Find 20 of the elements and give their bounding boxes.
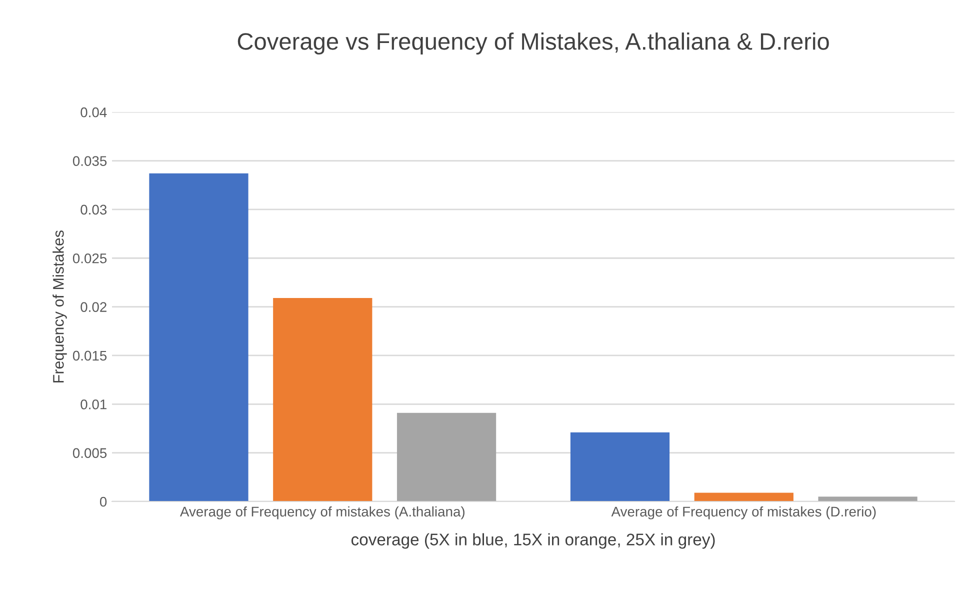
y-tick-label: 0.015 [72,350,107,361]
y-tick-label: 0.04 [80,107,107,118]
y-axis-title: Frequency of Mistakes [52,230,67,382]
y-tick-label: 0.025 [72,253,107,264]
bar [818,496,918,502]
bar [396,412,496,502]
x-tick-label: Average of Frequency of mistakes (A.thaliana) [180,506,464,520]
y-tick-label: 0.02 [80,302,106,312]
y-tick-label: 0 [100,496,107,507]
chart-title: Coverage vs Frequency of Mistakes, A.thaliana & D.rerio [238,32,829,54]
y-tick-label: 0.005 [72,448,107,458]
y-tick-label: 0.03 [80,204,107,215]
bar [694,492,794,502]
bar [570,432,670,502]
y-tick-label: 0.035 [72,156,107,166]
x-axis-title: coverage (5X in blue, 15X in orange, 25X in grey) [351,533,715,549]
y-tick-label: 0.01 [80,399,106,410]
x-tick-label: Average of Frequency of mistakes (D.rerio) [611,506,876,520]
bar [273,298,372,502]
bar [149,173,248,502]
